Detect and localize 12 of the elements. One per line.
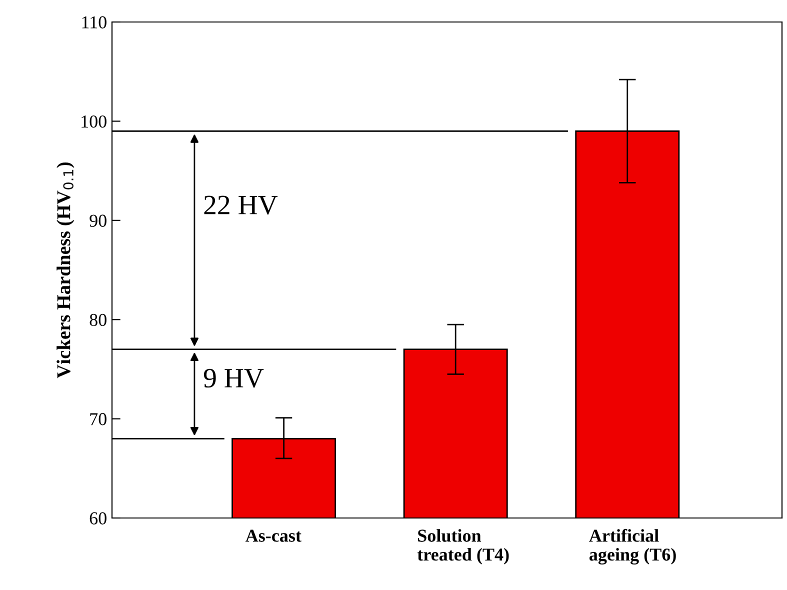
y-tick-label: 70 <box>90 413 106 426</box>
x-tick-label: As-cast <box>246 530 302 542</box>
x-tick-label: Artificial ageing (T6) <box>589 528 676 565</box>
y-tick-label: 110 <box>82 16 106 28</box>
annotation: 22 HV <box>204 196 278 215</box>
annotation: 9 HV <box>204 368 264 388</box>
y-tick-label: 60 <box>90 512 106 524</box>
y-tick-label: 80 <box>90 314 106 326</box>
x-tick-label: Solution treated (T4) <box>417 529 509 564</box>
y-tick-label: 100 <box>82 115 106 128</box>
y-axis-title: Vickers Hardness (HV$_{0.1}$) <box>56 162 74 378</box>
y-tick-label: 90 <box>90 214 106 227</box>
